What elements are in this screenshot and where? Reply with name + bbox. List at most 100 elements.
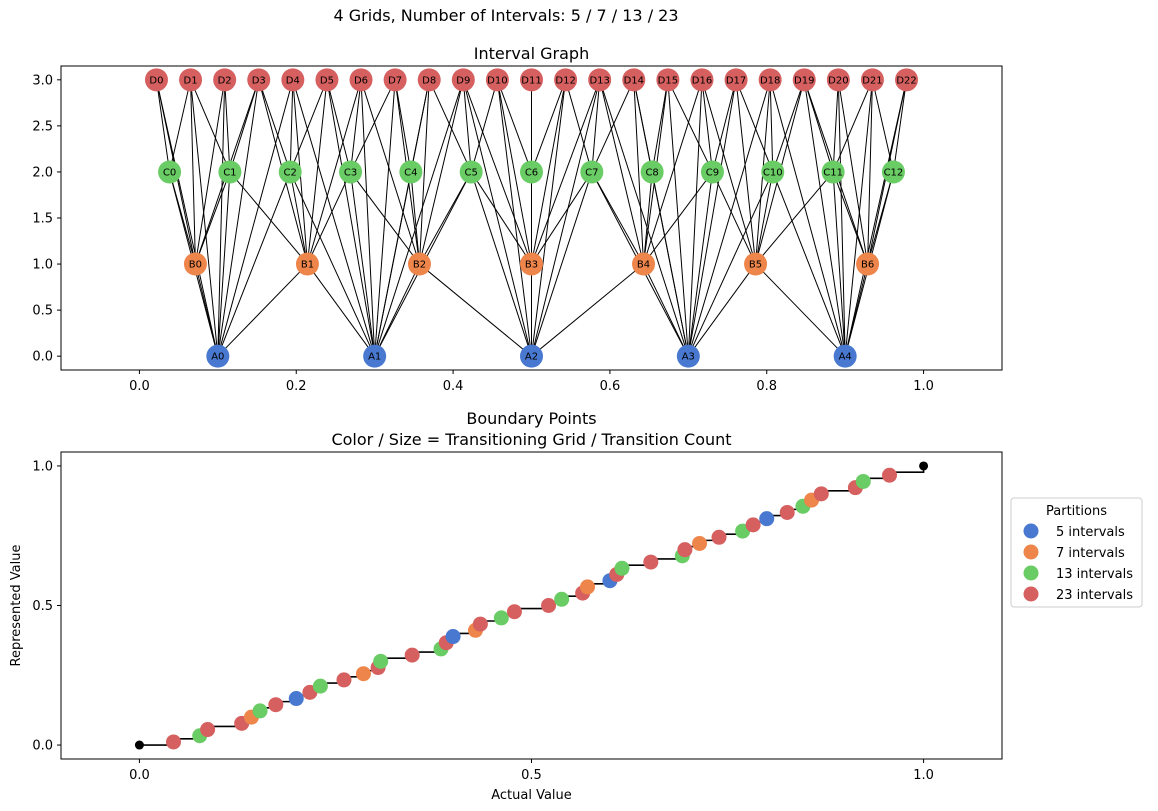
graph-edge <box>190 79 219 357</box>
graph-node-D19 <box>792 68 816 92</box>
graph-edge <box>599 79 645 265</box>
graph-edge <box>531 171 593 357</box>
graph-node-label: C8 <box>645 167 658 178</box>
graph-edge <box>832 79 873 173</box>
graph-ytick-label: 1.5 <box>32 212 53 227</box>
graph-ytick-label: 0.5 <box>32 304 53 319</box>
graph-ytick-label: 2.5 <box>32 119 53 134</box>
boundary-point <box>373 653 389 669</box>
boundary-title-line: Boundary Points <box>466 409 596 428</box>
graph-edges <box>155 79 908 357</box>
graph-edge <box>531 263 644 357</box>
graph-node-B6 <box>856 252 880 276</box>
graph-edge <box>803 79 834 173</box>
graph-edge <box>531 79 601 357</box>
graph-node-D20 <box>826 68 850 92</box>
graph-edge <box>591 171 644 265</box>
boundary-start-point <box>134 740 144 750</box>
graph-node-D11 <box>520 68 543 92</box>
graph-edge <box>194 79 226 265</box>
graph-node-label: D17 <box>726 75 746 86</box>
graph-edge <box>803 79 846 357</box>
graph-ytick-label: 2.0 <box>32 165 53 180</box>
boundary-point <box>580 579 596 595</box>
graph-edge <box>360 79 420 265</box>
graph-edge <box>772 79 805 173</box>
graph-edge <box>289 171 308 265</box>
graph-edge <box>496 79 532 265</box>
boundary-point <box>200 722 216 738</box>
boundary-title-line: Color / Size = Transitioning Grid / Tran… <box>331 430 731 449</box>
graph-edge <box>350 79 396 173</box>
graph-node-C0 <box>158 160 182 184</box>
graph-node-label: D12 <box>555 75 575 86</box>
graph-node-C5 <box>459 160 483 184</box>
graph-node-D9 <box>451 68 475 92</box>
graph-node-D1 <box>179 68 203 92</box>
graph-node-A3 <box>676 344 700 368</box>
graph-node-C8 <box>640 160 664 184</box>
boundary-ylabel: Represented Value <box>9 545 24 667</box>
graph-node-C12 <box>881 160 905 184</box>
boundary-point <box>541 598 557 613</box>
graph-node-label: D16 <box>692 75 712 86</box>
graph-node-label: D10 <box>487 75 507 86</box>
graph-node-label: D7 <box>388 75 402 86</box>
boundary-point <box>445 629 461 645</box>
graph-node-label: B0 <box>189 260 202 271</box>
boundary-point <box>288 691 304 707</box>
graph-edge <box>217 263 308 357</box>
graph-edge <box>867 79 873 265</box>
boundary-point <box>268 697 284 713</box>
graph-edge <box>755 263 846 357</box>
graph-node-label: D4 <box>286 75 300 86</box>
graph-edge <box>633 79 645 265</box>
graph-nodes: A0 A1 A2 A3 A4 B0 B1 B2 B3 B4 B5 B6 C0 C1 C2 C3 C4 C5 C6 C7… <box>144 68 919 368</box>
graph-node-B0 <box>183 252 207 276</box>
graph-edge <box>735 79 757 265</box>
graph-edge <box>735 79 774 173</box>
legend: Partitions 5 intervals 7 intervals 13 inter… <box>1010 497 1143 608</box>
boundary-end-point <box>919 461 929 471</box>
graph-node-D8 <box>417 68 441 92</box>
graph-edge <box>289 79 328 173</box>
boundary-point <box>759 511 775 527</box>
legend-label: 5 intervals <box>1056 525 1125 540</box>
graph-node-label: D13 <box>589 75 609 86</box>
boundary-point <box>404 647 420 663</box>
graph-edge <box>326 79 376 357</box>
graph-edge <box>155 79 171 173</box>
graph-edge <box>769 79 846 357</box>
graph-node-C11 <box>821 160 845 184</box>
boundary-point <box>643 554 659 570</box>
graph-xtick-label: 0.6 <box>600 379 621 394</box>
boundary-point <box>779 504 795 520</box>
legend-title: Partitions <box>1046 504 1107 519</box>
graph-xtick-label: 0.2 <box>286 379 307 394</box>
boundary-point <box>506 604 522 620</box>
graph-node-B4 <box>632 252 656 276</box>
graph-node-D4 <box>281 68 305 92</box>
graph-edge <box>832 79 839 172</box>
graph-edge <box>289 171 376 357</box>
graph-edge <box>306 171 351 265</box>
graph-xtick-label: 0.0 <box>129 379 150 394</box>
graph-ytick-label: 1.0 <box>32 258 53 273</box>
graph-edge <box>687 171 713 357</box>
graph-edge <box>633 79 653 173</box>
graph-edge <box>687 79 737 357</box>
graph-edge <box>772 171 846 357</box>
graph-node-label: D20 <box>828 75 848 86</box>
graph-node-label: D2 <box>218 75 232 86</box>
graph-edge <box>687 263 756 357</box>
graph-title: Interval Graph <box>474 44 589 63</box>
graph-xtick-label: 1.0 <box>913 379 934 394</box>
graph-node-D10 <box>485 68 509 92</box>
graph-node-label: D18 <box>760 75 780 86</box>
graph-node-label: C3 <box>344 167 357 178</box>
graph-edge <box>418 79 430 265</box>
boundary-xtick-label: 0.5 <box>521 768 542 783</box>
boundary-point <box>745 517 761 533</box>
graph-node-D16 <box>690 68 714 92</box>
